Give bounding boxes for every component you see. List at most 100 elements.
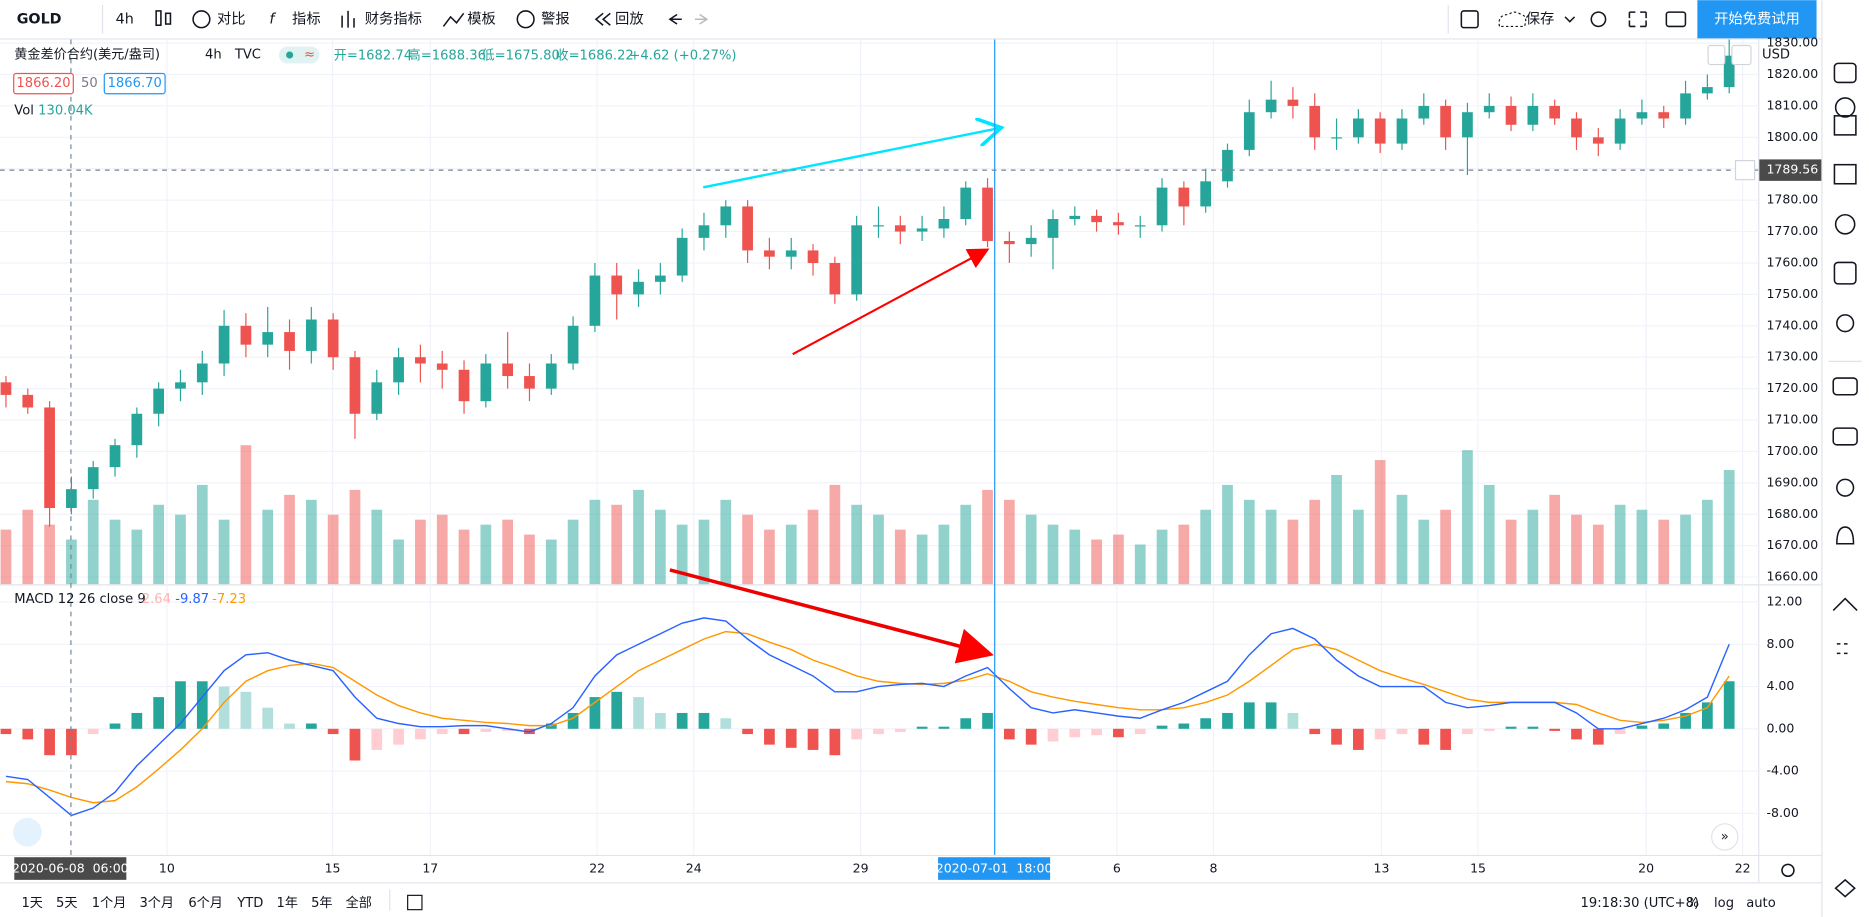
- notifications-icon[interactable]: [1836, 526, 1855, 545]
- crosshair-add-button[interactable]: [1734, 159, 1756, 181]
- candle-body: [916, 228, 928, 232]
- time-tick-label: 17: [422, 861, 438, 876]
- macd-histogram-bar: [1483, 728, 1495, 731]
- goto-date[interactable]: [407, 894, 423, 911]
- alerts-icon[interactable]: [1834, 97, 1856, 118]
- candle-body: [1636, 112, 1648, 119]
- interval-button[interactable]: 4h: [116, 11, 134, 27]
- hotlist-icon[interactable]: [1836, 643, 1848, 655]
- range-button[interactable]: 5年: [311, 895, 332, 911]
- bid-box[interactable]: [13, 72, 74, 95]
- crosshair-price-box: [1759, 159, 1822, 181]
- volume-bar: [545, 539, 557, 585]
- status-pill[interactable]: [278, 46, 320, 64]
- volume-bar: [1374, 460, 1386, 585]
- auto-toggle[interactable]: auto: [1746, 896, 1776, 911]
- bid-price: 1866.20: [16, 76, 70, 91]
- volume-bar: [1331, 474, 1342, 585]
- range-button[interactable]: 1个月: [92, 895, 127, 911]
- replay-button[interactable]: 回放: [615, 10, 644, 27]
- news-icon[interactable]: [1833, 115, 1857, 136]
- trial-button[interactable]: [1697, 0, 1817, 39]
- streams-icon[interactable]: [1836, 478, 1855, 497]
- candle-body: [1069, 215, 1081, 220]
- macd-histogram-bar: [938, 726, 950, 729]
- reset-button[interactable]: [1731, 44, 1752, 66]
- volume-bar: [1134, 544, 1146, 585]
- undo[interactable]: [668, 13, 682, 25]
- settings-button[interactable]: [1590, 11, 1607, 28]
- top-toolbar: GOLD 4h 对比 f 指标 财务指标 模板 警报 回放 保存 开始免费试用: [0, 0, 1822, 40]
- range-button[interactable]: 3个月: [139, 895, 174, 911]
- candle-body: [982, 187, 993, 241]
- volume-bar: [873, 514, 884, 585]
- volume-bar: [175, 514, 186, 585]
- range-button[interactable]: 6个月: [188, 895, 223, 911]
- candle-body: [1134, 225, 1146, 227]
- range-button[interactable]: 全部: [346, 894, 372, 911]
- scroll-button[interactable]: [1707, 44, 1726, 66]
- logo[interactable]: [13, 817, 42, 847]
- range-button[interactable]: YTD: [236, 896, 263, 911]
- ideas-icon[interactable]: [1836, 314, 1855, 333]
- ask-price: 1866.70: [108, 76, 162, 91]
- candle-body: [1113, 222, 1124, 226]
- scroll-right[interactable]: [1711, 823, 1739, 851]
- alert-icon: [516, 10, 535, 29]
- ask-box[interactable]: [103, 72, 166, 95]
- candle-body: [894, 225, 906, 232]
- macd-histogram-bar: [1243, 702, 1255, 729]
- range-button[interactable]: 1年: [277, 895, 298, 911]
- macd-histogram-bar: [960, 718, 972, 729]
- ohlc-open: 开=1682.74: [334, 49, 412, 64]
- alerts-button[interactable]: 警报: [541, 10, 570, 27]
- financials-button[interactable]: 财务指标: [365, 10, 422, 27]
- candle-body: [284, 332, 295, 351]
- macd-histogram-bar: [44, 728, 55, 756]
- calendar-icon[interactable]: [1833, 261, 1857, 285]
- data-icon[interactable]: [1834, 213, 1856, 235]
- macd-histogram-bar: [916, 726, 928, 729]
- chart-type-icon[interactable]: [155, 10, 162, 26]
- price-tick-label: 1710.00: [1766, 412, 1818, 427]
- volume-bar: [1614, 504, 1626, 585]
- redo[interactable]: [694, 13, 709, 25]
- volume-bar: [480, 524, 492, 585]
- divergence-arrow[interactable]: [669, 568, 994, 664]
- fullscreen-button[interactable]: [1628, 11, 1647, 28]
- volume-bar: [851, 504, 863, 585]
- macd-histogram-bar: [742, 728, 753, 735]
- indicators-button[interactable]: 指标: [292, 10, 321, 27]
- dom-icon[interactable]: [1832, 597, 1858, 612]
- candle-body: [698, 225, 710, 238]
- macd-histogram-bar: [1047, 728, 1059, 742]
- volume-bar: [589, 499, 601, 585]
- trend-arrow-cyan[interactable]: [703, 128, 1001, 189]
- layout-button[interactable]: [1460, 10, 1479, 29]
- trend-arrow-red[interactable]: [792, 248, 990, 356]
- layers-icon[interactable]: [1834, 878, 1856, 898]
- volume-bar: [938, 524, 950, 585]
- volume-bar: [1505, 519, 1517, 585]
- calendar-icon[interactable]: [1833, 163, 1857, 185]
- volume-bar: [1265, 509, 1277, 585]
- volume-bar: [1527, 509, 1539, 585]
- save-button[interactable]: 保存: [1526, 10, 1555, 27]
- templates-button[interactable]: 模板: [467, 10, 496, 27]
- snapshot-button[interactable]: [1665, 11, 1687, 28]
- candle-body: [240, 325, 252, 345]
- compare-button[interactable]: 对比: [217, 10, 246, 27]
- watchlist-icon[interactable]: [1833, 62, 1857, 84]
- symbol[interactable]: GOLD: [17, 11, 62, 27]
- percent-toggle[interactable]: %: [1687, 896, 1699, 911]
- log-toggle[interactable]: log: [1714, 896, 1734, 911]
- save-menu[interactable]: [1564, 16, 1576, 23]
- range-button[interactable]: 1天: [21, 896, 42, 911]
- range-button[interactable]: 5天: [56, 896, 77, 911]
- chats-icon[interactable]: [1832, 377, 1858, 396]
- axis-settings[interactable]: [1781, 863, 1795, 878]
- volume-bar: [894, 529, 906, 585]
- candle-body: [415, 357, 426, 364]
- chat-icon[interactable]: [1832, 427, 1858, 446]
- candle-body: [611, 275, 623, 295]
